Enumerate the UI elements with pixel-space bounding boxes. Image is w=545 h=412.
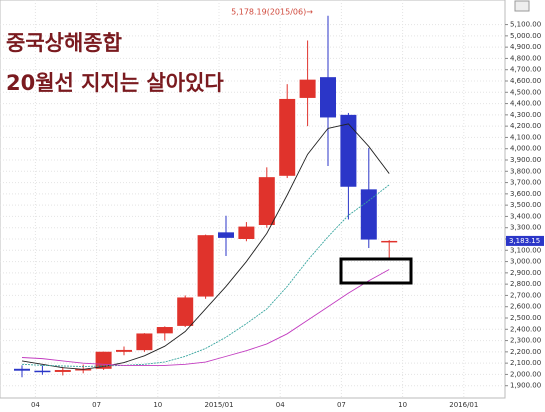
y-tick-label: 3,400.00	[510, 212, 541, 220]
y-tick-label: 3,900.00	[510, 156, 541, 164]
moving-average	[21, 269, 390, 366]
candle-body	[116, 349, 132, 352]
x-tick-label: 2015/01	[204, 401, 233, 409]
y-tick-label: 3,000.00	[510, 258, 541, 266]
candle-body	[177, 297, 194, 326]
candle-body	[14, 368, 30, 371]
plot-frame	[0, 0, 506, 399]
max-annotation: 5,178.19(2015/06)→	[231, 8, 313, 17]
candle-body	[156, 327, 173, 334]
price-tag	[506, 235, 544, 246]
candle-body	[218, 232, 234, 238]
y-tick-label: 1,900.00	[510, 382, 541, 390]
moving-average	[21, 123, 390, 370]
candle-body	[136, 333, 153, 351]
y-tick-label: 3,800.00	[510, 167, 541, 175]
y-tick-label: 2,000.00	[510, 370, 541, 378]
x-tick-label: 04	[31, 401, 40, 409]
y-tick-label: 2,200.00	[510, 348, 541, 356]
y-tick-label: 4,900.00	[510, 43, 541, 51]
candle-body	[54, 370, 71, 372]
y-tick-label: 4,500.00	[510, 88, 541, 96]
y-tick-label: 4,700.00	[510, 66, 541, 74]
candle-body	[197, 235, 214, 297]
candle-body	[258, 177, 275, 226]
candle-body	[34, 370, 51, 373]
y-tick-label: 3,500.00	[510, 201, 541, 209]
y-tick-label: 2,400.00	[510, 325, 541, 333]
y-tick-label: 4,000.00	[510, 145, 541, 153]
y-tick-label: 2,500.00	[510, 314, 541, 322]
y-tick-label: 2,600.00	[510, 303, 541, 311]
y-tick-label: 5,000.00	[510, 32, 541, 40]
chart-title: 중국상해종합	[6, 31, 122, 55]
candle-body	[299, 79, 316, 98]
y-tick-label: 2,100.00	[510, 359, 541, 367]
chart-subtitle: 20월선 지지는 살아있다	[6, 71, 224, 95]
x-tick-label: 07	[92, 401, 101, 409]
y-tick-label: 4,200.00	[510, 122, 541, 130]
y-tick-label: 2,900.00	[510, 269, 541, 277]
y-tick-label: 4,800.00	[510, 54, 541, 62]
moving-average	[21, 184, 390, 367]
price-tag-label: 3,183.15	[509, 237, 540, 245]
x-tick-label: 2016/01	[449, 401, 478, 409]
y-tick-label: 2,700.00	[510, 291, 541, 299]
y-tick-label: 2,300.00	[510, 337, 541, 345]
x-tick-label: 07	[337, 401, 346, 409]
candle-body	[238, 226, 255, 239]
y-tick-label: 3,100.00	[510, 246, 541, 254]
x-tick-label: 10	[153, 401, 162, 409]
y-tick-label: 3,700.00	[510, 179, 541, 187]
y-tick-label: 4,400.00	[510, 100, 541, 108]
y-tick-label: 3,300.00	[510, 224, 541, 232]
y-tick-label: 4,100.00	[510, 133, 541, 141]
y-tick-label: 4,300.00	[510, 111, 541, 119]
corner-icon[interactable]	[514, 0, 530, 12]
candle-body	[340, 114, 357, 187]
candle-body	[320, 77, 336, 118]
y-tick-label: 3,600.00	[510, 190, 541, 198]
y-tick-label: 5,100.00	[510, 21, 541, 29]
highlight-box	[339, 257, 413, 285]
y-tick-label: 2,800.00	[510, 280, 541, 288]
x-tick-label: 10	[398, 401, 407, 409]
candle-body	[279, 98, 296, 176]
candle-body	[381, 240, 398, 243]
x-tick-label: 04	[276, 401, 285, 409]
candle-body	[360, 189, 377, 240]
y-tick-label: 4,600.00	[510, 77, 541, 85]
